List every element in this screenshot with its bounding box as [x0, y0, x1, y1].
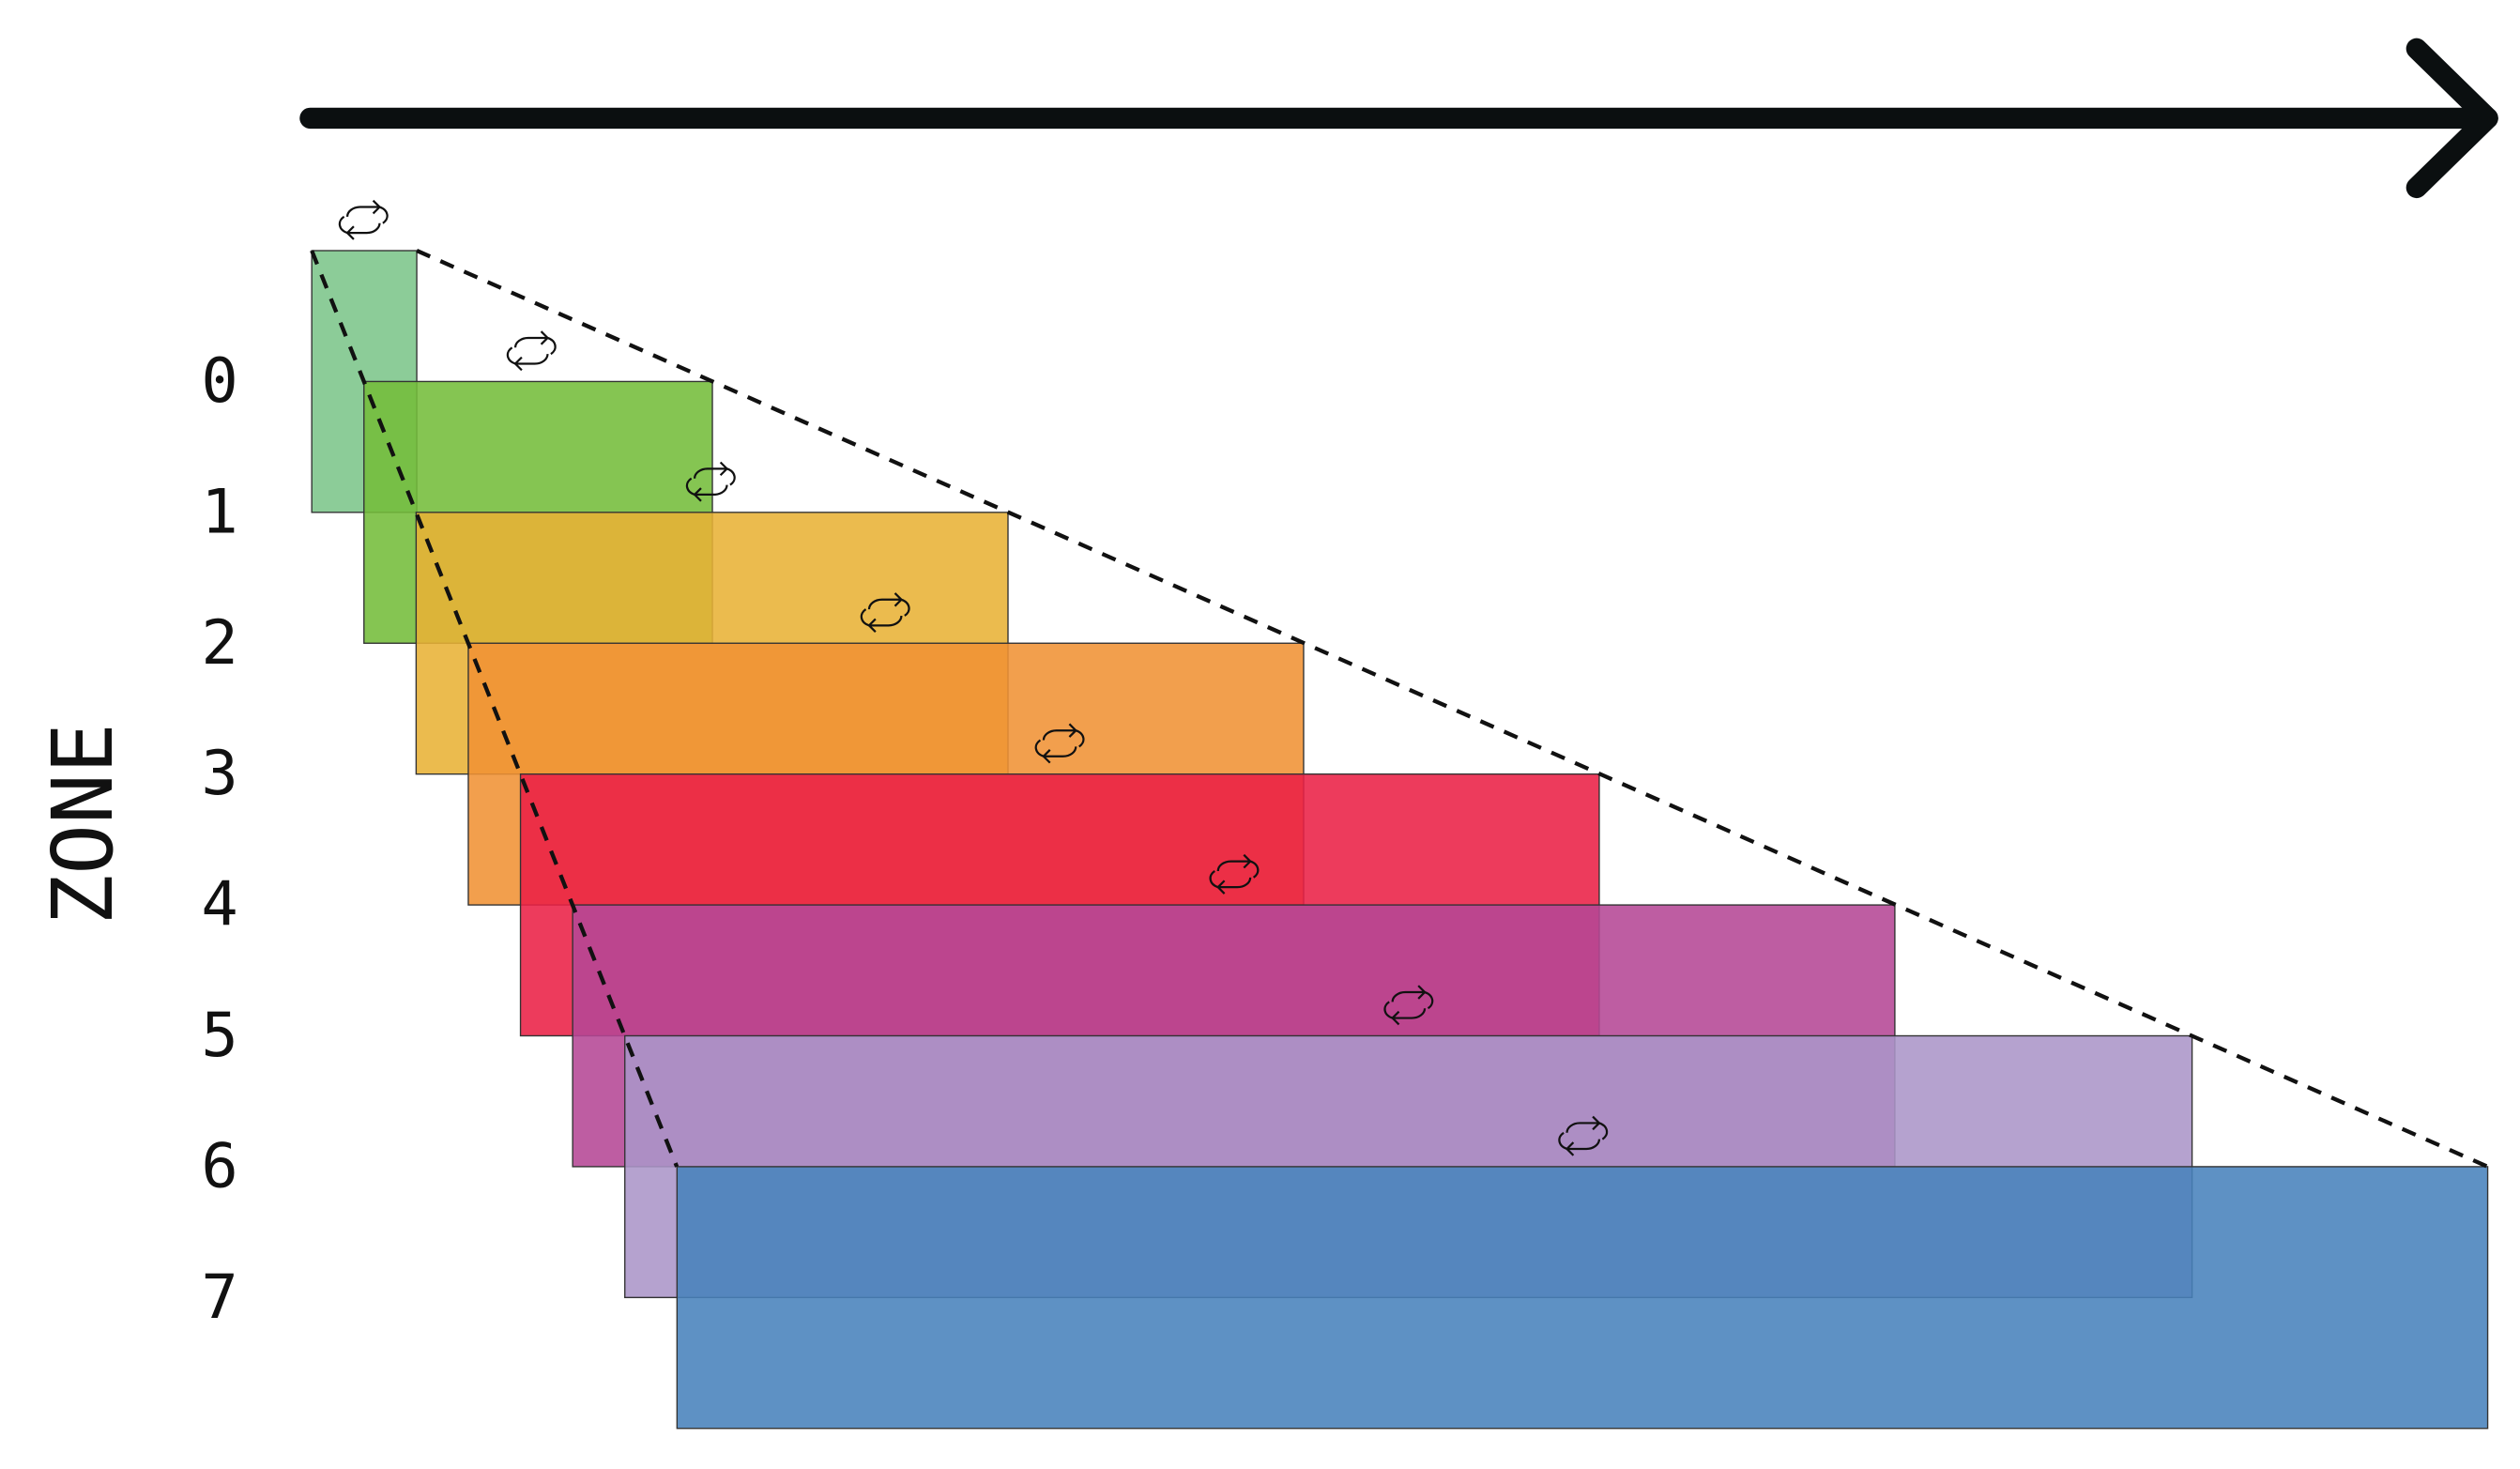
zone-label: 6	[201, 1130, 237, 1201]
zone-block	[676, 1166, 2489, 1430]
axis-label: ZONE	[35, 723, 132, 926]
loop-icon	[338, 199, 389, 241]
zone-label: 1	[201, 476, 237, 547]
arrow-head	[2405, 38, 2498, 199]
dashed-boundary	[310, 250, 680, 1168]
zone-blocks	[311, 250, 2489, 1430]
zone-label: 2	[201, 607, 237, 679]
zone-label: 0	[201, 345, 237, 417]
zone-label: 7	[201, 1262, 237, 1333]
zone-label: 3	[201, 738, 237, 809]
zone-label: 4	[201, 869, 237, 941]
zone-label: 5	[201, 1000, 237, 1071]
loop-icon	[506, 329, 557, 372]
dashed-boundary	[416, 249, 2489, 1169]
zone-labels: 0 1 2 3 4 5 6 7	[201, 345, 237, 1333]
